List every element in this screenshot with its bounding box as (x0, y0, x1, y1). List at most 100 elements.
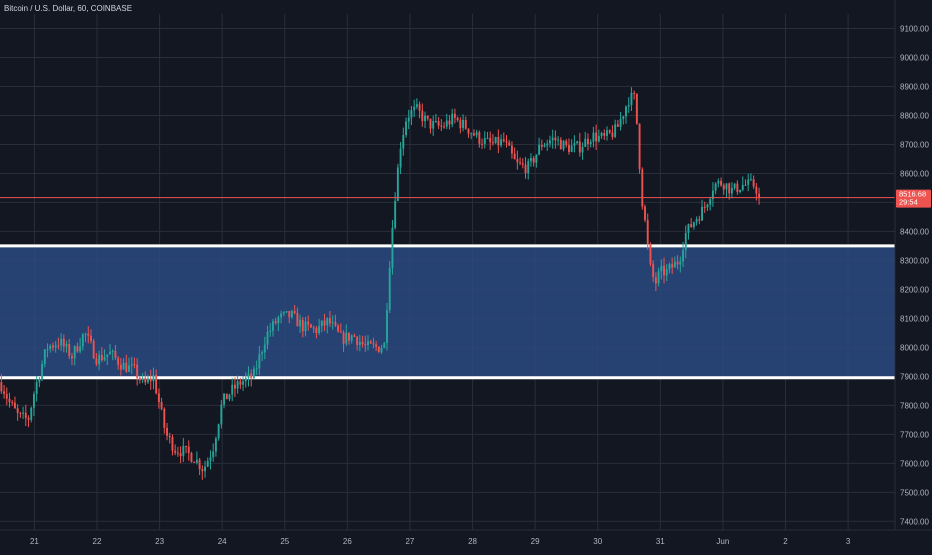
candle-body (217, 424, 220, 439)
candle-body (106, 354, 109, 358)
candle-body (578, 141, 581, 153)
y-tick-label: 8300.00 (900, 256, 929, 265)
x-tick-label: 2 (783, 537, 788, 546)
candle-body (576, 141, 579, 144)
candle-body (633, 92, 636, 94)
candle-body (320, 320, 323, 327)
candle-body (644, 206, 646, 221)
candle-body (155, 375, 158, 394)
candle-body (663, 265, 665, 276)
price-axis-bg (895, 0, 932, 550)
candle-body (16, 408, 19, 413)
candle-body (291, 311, 293, 318)
candle-body (171, 436, 174, 451)
candle-body (429, 118, 432, 129)
candle-body (5, 394, 8, 399)
candle-body (32, 393, 35, 408)
candle-body (711, 190, 714, 200)
candle-body (587, 138, 589, 144)
candle-body (30, 407, 33, 420)
y-tick-label: 9000.00 (900, 53, 929, 62)
candle-body (619, 119, 622, 127)
candle-body (24, 412, 27, 419)
candle-body (293, 311, 296, 314)
candle-body (179, 453, 182, 457)
candle-body (187, 446, 190, 453)
candle-body (660, 265, 663, 272)
y-tick-label: 8000.00 (900, 343, 929, 352)
candle-body (481, 143, 484, 145)
candle-body (483, 138, 486, 145)
candle-body (133, 364, 136, 366)
candle-body (695, 219, 698, 223)
candle-body (52, 345, 54, 348)
candle-body (489, 137, 492, 143)
candle-body (714, 183, 717, 191)
candle-body (692, 222, 695, 228)
candle-body (318, 326, 321, 333)
candle-body (65, 344, 68, 347)
candle-body (174, 450, 177, 453)
candle-body (581, 146, 584, 153)
candle-body (568, 145, 570, 153)
x-tick-label: Jun (716, 537, 729, 546)
candle-body (657, 271, 660, 284)
candle-body (79, 346, 82, 352)
candle-body (136, 364, 139, 378)
candle-body (453, 113, 456, 118)
candle-body (730, 188, 733, 194)
y-tick-label: 8100.00 (900, 314, 929, 323)
candle-body (448, 120, 451, 125)
candle-body (168, 435, 171, 437)
candle-body (625, 106, 627, 117)
candle-body (176, 452, 179, 454)
candle-body (380, 347, 383, 353)
y-tick-label: 8800.00 (900, 111, 929, 120)
candle-body (239, 381, 242, 385)
candle-body (46, 349, 49, 351)
candle-body (337, 325, 340, 332)
candle-body (263, 344, 266, 353)
candle-body (535, 154, 538, 163)
candle-body (402, 135, 405, 149)
candle-body (8, 398, 11, 403)
candle-body (147, 378, 149, 383)
x-tick-label: 28 (468, 537, 477, 546)
candle-body (271, 321, 274, 331)
candle-body (679, 261, 682, 265)
candle-body (733, 183, 736, 189)
candle-body (247, 373, 250, 378)
candle-body (614, 124, 617, 137)
candle-body (486, 137, 489, 139)
candle-body (236, 381, 239, 389)
candle-body (266, 331, 269, 345)
y-tick-label: 7900.00 (900, 372, 929, 381)
candle-body (269, 330, 272, 332)
candle-body (603, 133, 606, 136)
candle-body (185, 445, 187, 447)
candle-body (141, 377, 144, 381)
candle-body (595, 132, 598, 142)
candle-body (377, 346, 380, 353)
candle-body (109, 351, 111, 355)
candle-body (451, 113, 454, 125)
candle-body (323, 320, 326, 326)
candle-body (144, 377, 147, 383)
y-tick-label: 8600.00 (900, 169, 929, 178)
candle-body (310, 324, 312, 328)
candle-body (497, 136, 500, 146)
candle-body (676, 261, 679, 265)
x-tick-label: 24 (218, 537, 227, 546)
candle-body (296, 313, 299, 327)
candle-body (627, 105, 630, 107)
y-tick-label: 7800.00 (900, 401, 929, 410)
candle-body (543, 145, 546, 147)
candle-body (71, 356, 73, 359)
y-tick-label: 8200.00 (900, 285, 929, 294)
candle-body (687, 224, 690, 234)
candle-body (54, 345, 57, 348)
y-tick-label: 7500.00 (900, 488, 929, 497)
